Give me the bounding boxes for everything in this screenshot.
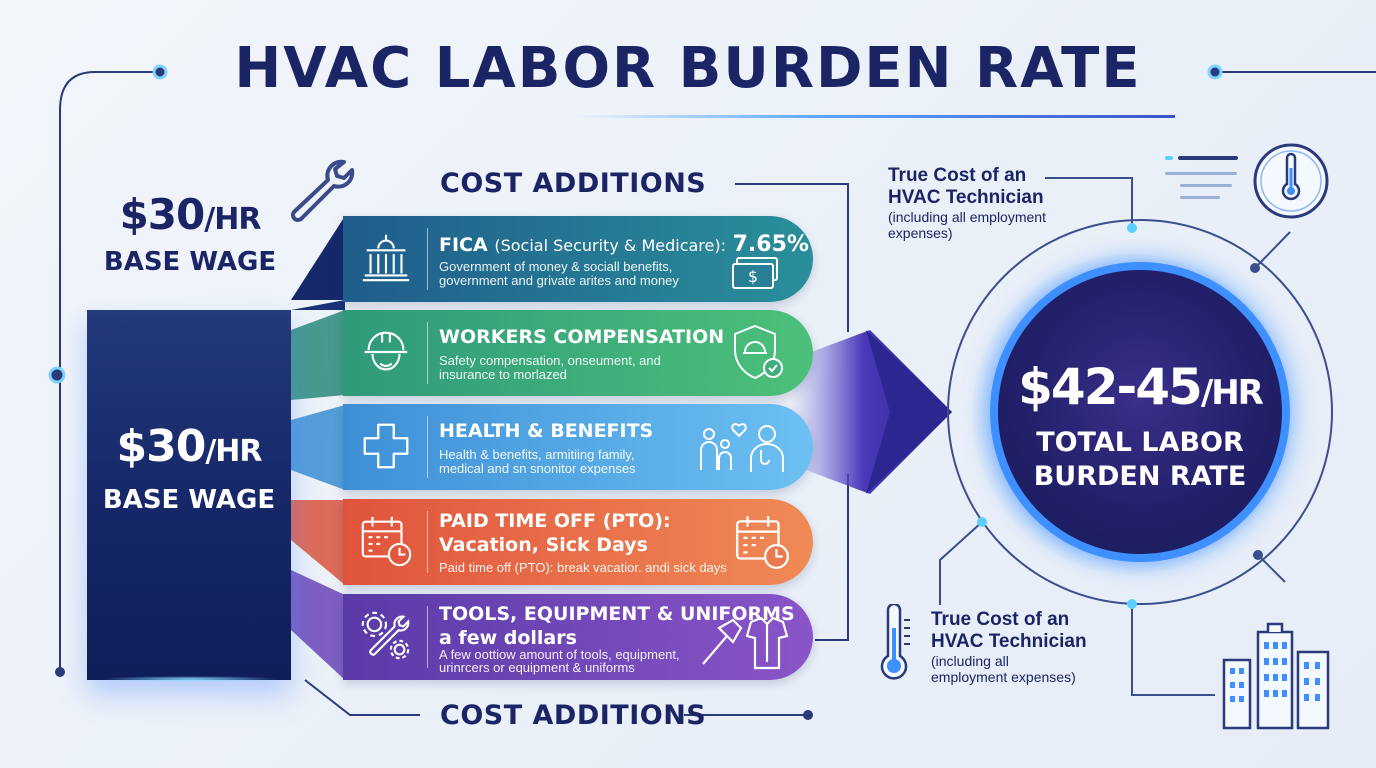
fica-title: FICA (Social Security & Medicare): 7.65% [439, 232, 809, 257]
thermometer-icon [880, 604, 910, 680]
base-wage-box-amount: $30 [116, 421, 206, 472]
note-bottom-line3: (including all [931, 653, 1009, 669]
gears-wrench-icon [361, 611, 410, 660]
base-wage-label: BASE WAGE [103, 247, 277, 277]
fica-desc-1: Government of money & sociall benefits, [439, 259, 673, 274]
bar-separator [427, 228, 428, 290]
health-desc-1: Health & benefits, armitiing family, [439, 447, 635, 462]
base-wage-unit: /HR [204, 202, 261, 237]
workers-comp-desc-1: Safety compensation, onseument, and [439, 353, 661, 368]
total-amount: $42-45 [1018, 358, 1203, 416]
note-bottom-line1: True Cost of an [931, 609, 1070, 630]
note-top-line4: expenses) [888, 225, 953, 241]
total-label-line1: TOTAL LABOR [1036, 427, 1244, 458]
bar-separator [427, 322, 428, 384]
buildings-icon [1222, 622, 1330, 730]
cost-bar-workers-comp: WORKERS COMPENSATION Safety compensation… [343, 310, 813, 396]
workers-comp-desc-2: insurance to morlazed [439, 367, 567, 382]
government-building-icon [362, 234, 410, 282]
total-circle: $42-45/HR TOTAL LABOR BURDEN RATE [990, 262, 1290, 562]
pto-title-line2: Vacation, Sick Days [439, 534, 648, 556]
wrench-icon [291, 159, 355, 222]
health-desc-2: medical and sn snonitor expenses [439, 461, 636, 476]
fica-title-sub: (Social Security & Medicare): [494, 236, 726, 255]
fica-title-value: 7.65% [732, 232, 809, 257]
cost-bar-pto: PAID TIME OFF (PTO): Vacation, Sick Days… [343, 499, 813, 585]
base-wage-top: $30/HR BASE WAGE [100, 190, 280, 277]
bar-separator [427, 606, 428, 668]
tools-desc-2: urinrcers or equipment & uniforms [439, 660, 635, 675]
page-title: HVAC LABOR BURDEN RATE [234, 36, 1142, 101]
fica-desc-2: government and grivate arites and money [439, 273, 679, 288]
total-unit: /HR [1200, 373, 1264, 413]
cost-bar-fica: FICA (Social Security & Medicare): 7.65%… [343, 216, 813, 302]
pto-title: PAID TIME OFF (PTO): Vacation, Sick Days [439, 509, 671, 557]
decor-dashes-icon [1165, 156, 1238, 199]
calendar-clock-icon [736, 516, 789, 569]
title-underline [575, 115, 1175, 118]
tools-desc-1: A few oottiow amount of tools, equipment… [439, 647, 680, 662]
cost-additions-heading-bottom: COST ADDITIONS [440, 700, 707, 731]
base-wage-box-unit: /HR [205, 434, 262, 469]
hard-hat-icon [364, 331, 408, 371]
shield-check-icon [734, 324, 783, 380]
note-top-line2: HVAC Technician [888, 187, 1044, 208]
workers-comp-title: WORKERS COMPENSATION [439, 326, 725, 348]
bar-separator [427, 511, 428, 573]
note-bottom-line2: HVAC Technician [931, 631, 1087, 652]
base-wage-amount: $30 [119, 190, 206, 239]
cost-bar-health: HEALTH & BENEFITS Health & benefits, arm… [343, 404, 813, 490]
total-label-line2: BURDEN RATE [1033, 461, 1247, 492]
base-wage-box: $30/HR BASE WAGE [87, 310, 291, 680]
fica-title-main: FICA [439, 234, 488, 256]
calendar-clock-icon [361, 516, 412, 567]
tools-title: TOOLS, EQUIPMENT & UNIFORMS a few dollar… [439, 602, 795, 650]
tools-title-line1: TOOLS, EQUIPMENT & UNIFORMS [439, 603, 795, 625]
tools-title-line2: a few dollars [439, 627, 577, 649]
hammer-shirt-icon [702, 616, 789, 670]
pto-desc-1: Paid time off (PTO): break vacatior. and… [439, 560, 727, 575]
note-top-line1: True Cost of an [888, 165, 1027, 186]
base-wage-glow [100, 676, 280, 682]
pto-title-line1: PAID TIME OFF (PTO): [439, 510, 671, 532]
base-wage-box-label: BASE WAGE [102, 485, 276, 515]
thermometer-badge-icon [1253, 143, 1329, 219]
note-true-cost-top: True Cost of an HVAC Technician (includi… [888, 165, 1046, 241]
note-bottom-line4: employment expenses) [931, 669, 1076, 685]
medical-cross-icon [363, 423, 409, 469]
cost-additions-heading-top: COST ADDITIONS [440, 168, 707, 199]
svg-text:$: $ [748, 267, 758, 286]
note-top-line3: (including all employment [888, 209, 1046, 225]
bar-separator [427, 416, 428, 478]
note-true-cost-bottom: True Cost of an HVAC Technician (includi… [931, 609, 1087, 685]
money-icon: $ [732, 257, 778, 289]
cost-bar-tools: TOOLS, EQUIPMENT & UNIFORMS a few dollar… [343, 594, 813, 680]
health-title: HEALTH & BENEFITS [439, 420, 654, 442]
family-doctor-icon [700, 423, 784, 472]
